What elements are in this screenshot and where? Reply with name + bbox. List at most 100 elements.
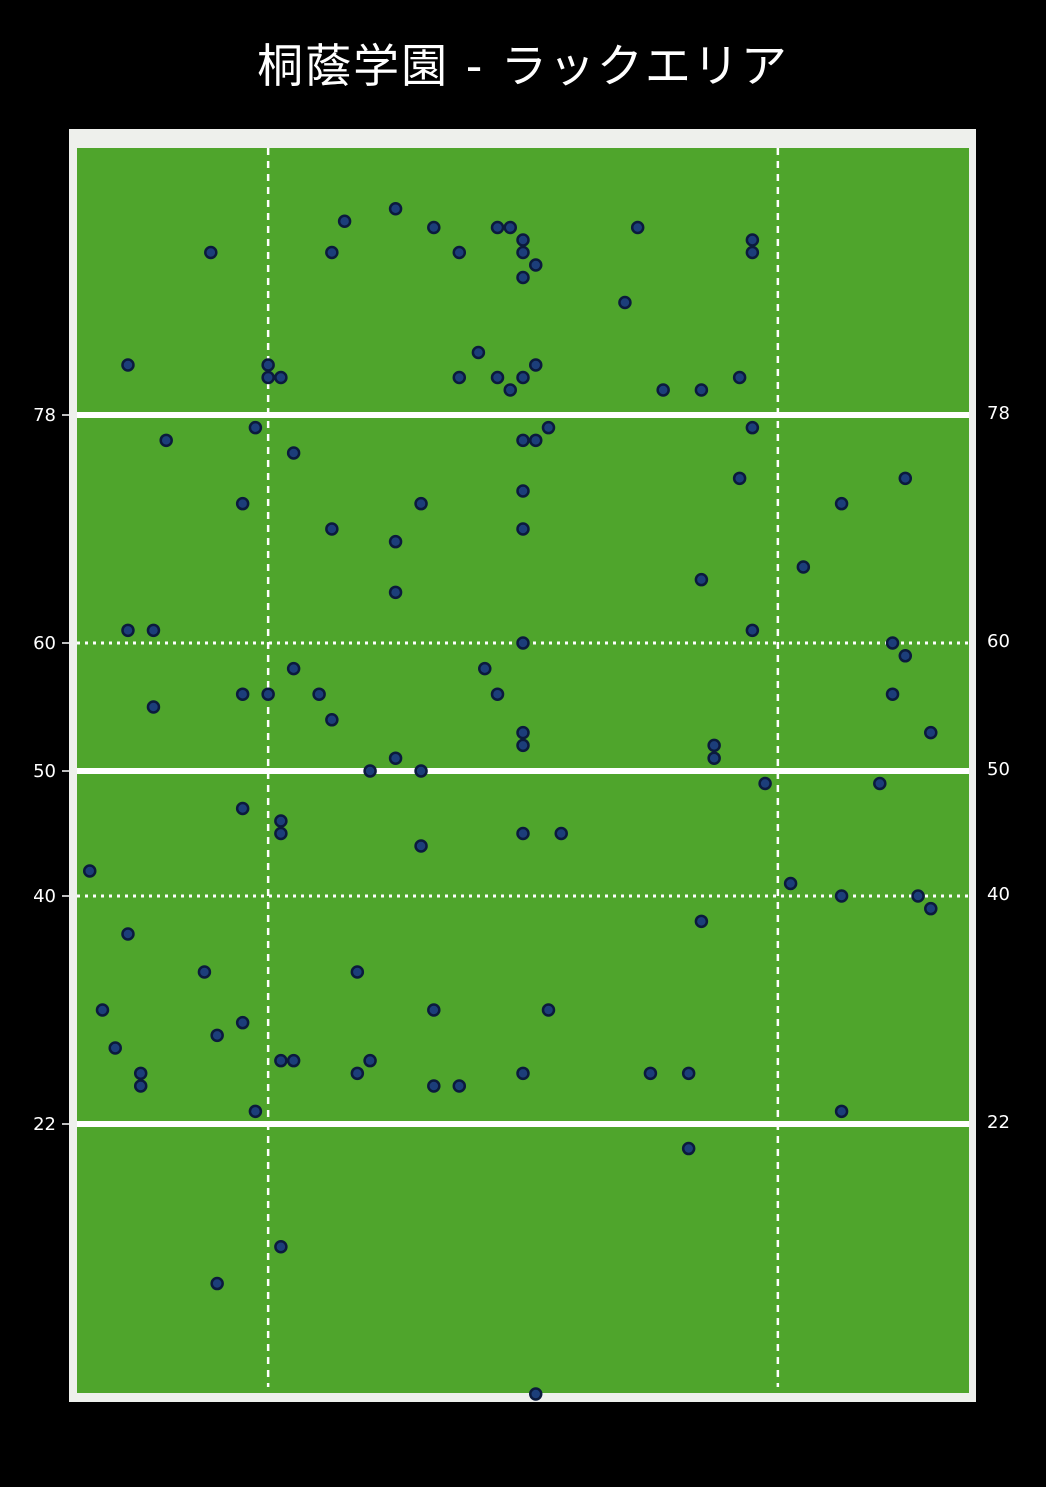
ruck-point xyxy=(325,245,339,260)
y-tick-right-50: 50 xyxy=(987,759,1010,780)
ruck-point xyxy=(471,345,486,360)
ruck-point xyxy=(898,471,913,486)
ruck-point xyxy=(414,764,428,778)
ruck-point xyxy=(656,383,670,397)
ruck-point xyxy=(235,801,250,816)
ruck-point xyxy=(528,258,543,272)
ruck-point xyxy=(834,496,849,511)
ruck-point xyxy=(681,1066,696,1081)
ruck-point xyxy=(516,1066,530,1081)
ruck-point xyxy=(732,370,747,385)
ruck-point xyxy=(312,687,326,701)
ruck-point xyxy=(834,889,849,903)
ruck-point xyxy=(121,927,135,941)
ruck-point xyxy=(694,383,709,397)
ruck-point xyxy=(898,649,913,663)
ruck-point xyxy=(834,1104,849,1119)
ruck-point xyxy=(388,751,403,765)
ruck-point xyxy=(541,420,556,435)
ruck-point xyxy=(363,1053,377,1068)
y-tick-right-40: 40 xyxy=(987,884,1010,905)
ruck-point xyxy=(248,1104,263,1119)
ruck-point xyxy=(911,889,925,903)
ruck-point xyxy=(274,370,288,385)
ruck-point xyxy=(516,826,530,841)
ruck-point xyxy=(248,420,263,435)
ruck-point xyxy=(681,1141,696,1156)
ruck-point xyxy=(528,433,543,448)
ruck-point xyxy=(490,220,505,235)
ruck-point xyxy=(146,623,161,638)
ruck-point xyxy=(885,687,900,701)
ruck-point xyxy=(783,876,798,891)
ruck-point xyxy=(924,725,938,740)
ruck-point xyxy=(108,1041,122,1055)
ruck-point xyxy=(235,687,250,701)
y-axis-ticks: 78 60 50 40 22 78 60 50 40 22 xyxy=(33,403,1010,1135)
y-tick-left-78: 78 xyxy=(33,405,56,426)
ruck-point xyxy=(528,358,543,372)
ruck-point xyxy=(427,1079,441,1093)
ruck-point xyxy=(516,522,530,536)
ruck-point xyxy=(554,826,568,841)
ruck-point xyxy=(388,534,403,549)
ruck-point xyxy=(133,1066,148,1081)
y-tick-left-60: 60 xyxy=(33,633,56,654)
ruck-point xyxy=(707,738,721,753)
ruck-point xyxy=(516,484,530,498)
y-tick-right-60: 60 xyxy=(987,631,1010,652)
ruck-point xyxy=(516,245,530,260)
ruck-point xyxy=(452,245,467,260)
ruck-point xyxy=(261,370,275,385)
ruck-point xyxy=(503,383,518,397)
ruck-point xyxy=(528,1387,543,1401)
ruck-point xyxy=(516,433,530,448)
ruck-point xyxy=(350,965,365,979)
y-tick-left-22: 22 xyxy=(33,1114,56,1135)
ruck-point xyxy=(388,202,403,216)
ruck-point xyxy=(873,776,887,791)
pitch-lines xyxy=(77,148,969,1387)
y-tick-left-50: 50 xyxy=(33,761,56,782)
ruck-point xyxy=(516,370,530,385)
ruck-point xyxy=(745,233,760,247)
ruck-points xyxy=(82,202,938,1401)
ruck-point xyxy=(452,1079,467,1093)
ruck-point xyxy=(210,1028,224,1043)
ruck-point xyxy=(350,1066,365,1081)
ruck-point xyxy=(694,572,709,587)
ruck-point xyxy=(478,661,492,676)
ruck-point xyxy=(82,864,97,878)
ruck-point xyxy=(286,446,301,460)
ruck-point xyxy=(197,965,212,979)
ruck-point xyxy=(707,751,721,765)
y-tick-left-40: 40 xyxy=(33,886,56,907)
ruck-point xyxy=(159,433,173,448)
ruck-point xyxy=(363,764,377,778)
ruck-point xyxy=(745,245,760,260)
ruck-point xyxy=(325,713,339,727)
ruck-point xyxy=(490,370,505,385)
ruck-point xyxy=(516,738,530,753)
ruck-point xyxy=(274,814,288,828)
ruck-point xyxy=(427,220,441,235)
ruck-point xyxy=(643,1066,658,1081)
ruck-point xyxy=(210,1276,224,1291)
ruck-point xyxy=(388,585,403,600)
ruck-point xyxy=(516,270,530,285)
y-tick-right-22: 22 xyxy=(987,1112,1010,1133)
ruck-point xyxy=(414,496,428,511)
ruck-point xyxy=(235,496,250,511)
ruck-point xyxy=(325,522,339,536)
ruck-point xyxy=(694,914,709,929)
ruck-point xyxy=(286,1053,301,1068)
ruck-point xyxy=(274,1053,288,1068)
ruck-point xyxy=(490,687,505,701)
ruck-point xyxy=(427,1003,441,1017)
chart-title: 桐蔭学園 - ラックエリア xyxy=(257,39,789,93)
ruck-point xyxy=(274,826,288,841)
ruck-point xyxy=(541,1003,556,1017)
ruck-point xyxy=(796,560,811,574)
ruck-point xyxy=(758,776,772,791)
